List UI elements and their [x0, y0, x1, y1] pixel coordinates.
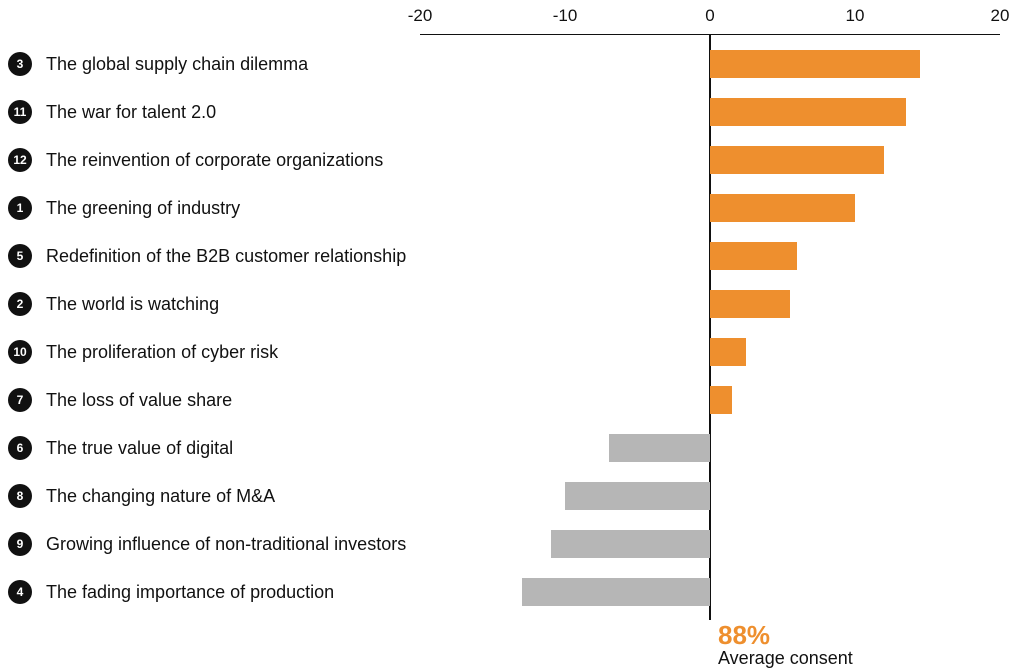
rank-badge: 11	[8, 100, 32, 124]
rank-badge: 3	[8, 52, 32, 76]
rank-badge: 4	[8, 580, 32, 604]
rank-badge: 9	[8, 532, 32, 556]
bar	[565, 482, 710, 510]
x-tick-label: 20	[991, 6, 1010, 26]
row-label: Growing influence of non-traditional inv…	[46, 534, 406, 555]
bar	[710, 50, 920, 78]
bar	[710, 98, 906, 126]
bar	[710, 290, 790, 318]
chart-row: 9 Growing influence of non-traditional in…	[0, 520, 406, 568]
bar	[710, 386, 732, 414]
bar	[710, 242, 797, 270]
x-tick-label: 0	[705, 6, 714, 26]
diverging-bar-chart: -20 -10 0 10 20 3 The global supply chain dil…	[0, 0, 1021, 670]
x-tick-label: 10	[846, 6, 865, 26]
bar	[551, 530, 711, 558]
row-label: The world is watching	[46, 294, 219, 315]
bar	[710, 338, 746, 366]
rank-badge: 5	[8, 244, 32, 268]
footer-caption: Average consent	[718, 648, 853, 669]
chart-row: 8 The changing nature of M&A	[0, 472, 275, 520]
rank-badge: 6	[8, 436, 32, 460]
row-label: The true value of digital	[46, 438, 233, 459]
rank-badge: 12	[8, 148, 32, 172]
chart-row: 5 Redefinition of the B2B customer relati…	[0, 232, 406, 280]
bar	[710, 146, 884, 174]
rank-badge: 1	[8, 196, 32, 220]
chart-row: 1 The greening of industry	[0, 184, 240, 232]
chart-row: 10 The proliferation of cyber risk	[0, 328, 278, 376]
row-label: Redefinition of the B2B customer relatio…	[46, 246, 406, 267]
footer-percent: 88%	[718, 620, 770, 651]
chart-row: 12 The reinvention of corporate organizat…	[0, 136, 383, 184]
row-label: The global supply chain dilemma	[46, 54, 308, 75]
chart-row: 7 The loss of value share	[0, 376, 232, 424]
bar	[710, 194, 855, 222]
row-label: The changing nature of M&A	[46, 486, 275, 507]
rank-badge: 2	[8, 292, 32, 316]
x-tick-label: -10	[553, 6, 578, 26]
bar	[609, 434, 711, 462]
row-label: The proliferation of cyber risk	[46, 342, 278, 363]
chart-row: 11 The war for talent 2.0	[0, 88, 216, 136]
bar	[522, 578, 711, 606]
row-label: The war for talent 2.0	[46, 102, 216, 123]
chart-row: 6 The true value of digital	[0, 424, 233, 472]
chart-row: 4 The fading importance of production	[0, 568, 334, 616]
row-label: The loss of value share	[46, 390, 232, 411]
rank-badge: 8	[8, 484, 32, 508]
x-tick-label: -20	[408, 6, 433, 26]
chart-row: 2 The world is watching	[0, 280, 219, 328]
rank-badge: 10	[8, 340, 32, 364]
chart-row: 3 The global supply chain dilemma	[0, 40, 308, 88]
row-label: The reinvention of corporate organizatio…	[46, 150, 383, 171]
row-label: The fading importance of production	[46, 582, 334, 603]
rank-badge: 7	[8, 388, 32, 412]
row-label: The greening of industry	[46, 198, 240, 219]
